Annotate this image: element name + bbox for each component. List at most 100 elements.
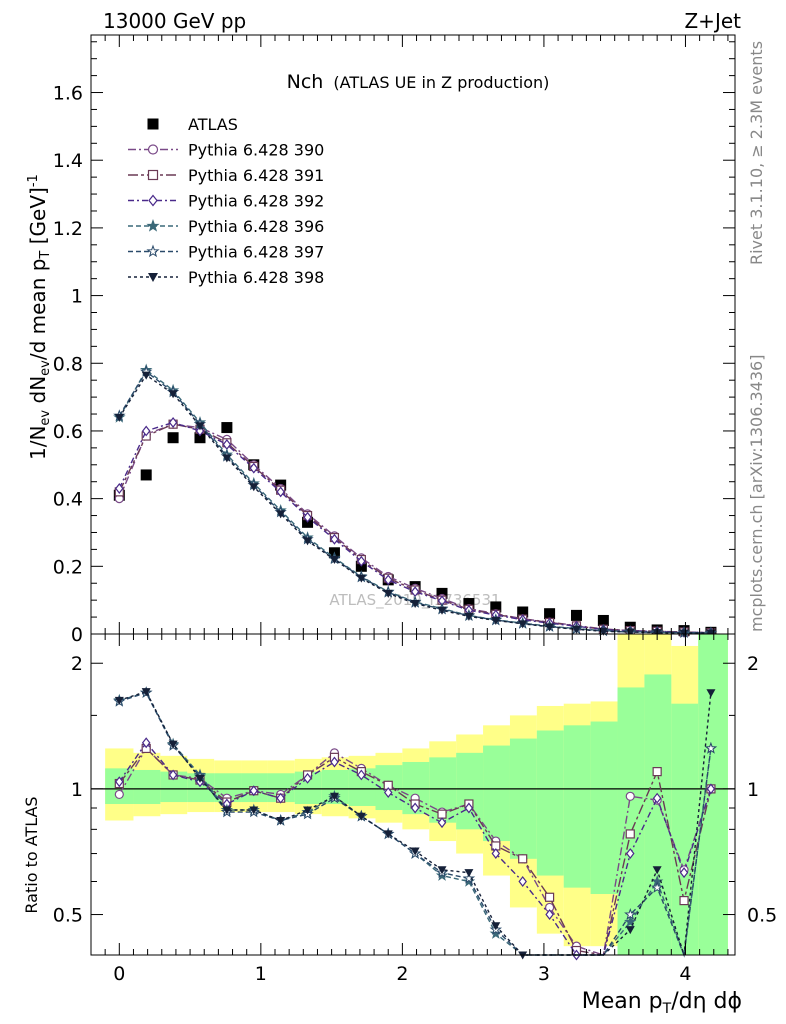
series-pythia-6-428-397 <box>113 365 718 639</box>
data-point <box>436 587 448 599</box>
data-point <box>652 767 662 777</box>
data-point <box>597 614 609 626</box>
x-tick-label: 0 <box>113 963 125 985</box>
plot-frame <box>90 633 736 956</box>
data-point <box>147 118 159 130</box>
data-point <box>679 895 689 906</box>
ylabel-part: /d mean p <box>26 259 50 361</box>
legend-entry: Pythia 6.428 397 <box>128 243 324 262</box>
data-point <box>706 629 716 638</box>
data-point <box>276 816 286 825</box>
mcplots-reference-label: mcplots.cern.ch [arXiv:1306.3436] <box>747 355 766 632</box>
band-green <box>133 769 161 805</box>
band-green <box>590 721 618 895</box>
data-point <box>598 627 608 636</box>
data-point <box>147 169 159 181</box>
data-point <box>167 432 179 444</box>
data-point <box>330 756 339 768</box>
data-point <box>383 574 393 586</box>
main-series-group <box>113 363 718 639</box>
data-point <box>706 689 716 698</box>
data-point <box>464 869 474 878</box>
data-point <box>517 606 529 618</box>
series-line <box>118 374 711 634</box>
data-point <box>626 848 635 860</box>
y-tick-label: 0.2 <box>53 556 83 578</box>
data-point <box>570 609 582 621</box>
data-point <box>276 486 285 498</box>
data-point <box>462 871 476 884</box>
data-point <box>356 812 366 821</box>
data-point <box>168 740 178 749</box>
y-tick-label: 2 <box>71 653 83 675</box>
ratio-axes: 0 1 2 3 4 0.5 0.5 1 1 2 2 <box>53 633 777 985</box>
data-point <box>545 909 554 921</box>
legend-entry: Pythia 6.428 398 <box>128 268 324 287</box>
legend-entry: Pythia 6.428 391 <box>128 166 324 185</box>
data-point <box>276 792 285 804</box>
data-point <box>303 511 312 523</box>
y-tick-label-right: 2 <box>747 653 759 675</box>
data-point <box>141 425 151 437</box>
legend-label: Pythia 6.428 391 <box>188 166 324 185</box>
x-tick-label: 2 <box>396 963 408 985</box>
legend-entry: ATLAS <box>147 115 238 134</box>
data-point <box>221 422 233 434</box>
xlabel-part: /dη dϕ <box>671 989 742 1014</box>
data-point <box>491 922 501 931</box>
data-point <box>679 867 689 879</box>
data-point <box>437 817 447 829</box>
y-tick-label: 1.2 <box>53 218 83 240</box>
y-tick-label: 1 <box>71 286 83 308</box>
data-point <box>146 218 160 232</box>
data-point <box>148 273 158 282</box>
data-point <box>679 629 689 638</box>
data-point <box>141 688 151 697</box>
y-tick-label: 1.6 <box>53 83 83 105</box>
data-point <box>437 809 447 819</box>
data-point <box>490 601 502 613</box>
data-point <box>464 612 474 621</box>
data-point <box>625 926 635 935</box>
y-tick-label-right: 0.5 <box>747 905 777 927</box>
data-point <box>147 144 159 155</box>
data-point <box>706 783 716 795</box>
data-point <box>249 483 259 492</box>
xlabel-sub: T <box>662 1001 672 1017</box>
data-point <box>114 696 124 705</box>
data-point <box>651 881 664 893</box>
x-tick-label: 3 <box>538 963 550 985</box>
data-point <box>463 598 475 610</box>
data-point <box>383 830 393 839</box>
data-point <box>652 792 662 804</box>
band-green <box>536 730 564 876</box>
band-green <box>509 738 537 859</box>
data-point <box>141 371 151 380</box>
data-point <box>114 789 124 800</box>
data-point <box>518 876 527 887</box>
data-point <box>195 774 205 783</box>
band-green <box>671 703 699 955</box>
data-point <box>141 737 151 749</box>
data-point <box>625 791 635 801</box>
data-point <box>437 606 447 615</box>
title-sub: (ATLAS UE in Z production) <box>333 73 549 92</box>
main-plot: ATLAS_2019_I1736531 Nch (ATLAS UE in Z p… <box>26 34 736 646</box>
ratio-series-line <box>118 747 712 956</box>
main-axes: 0 0.2 0.4 0.6 0.8 1 1.2 1.4 1.6 <box>53 34 736 646</box>
data-point <box>168 769 178 781</box>
data-point <box>491 616 501 625</box>
band-green <box>483 745 510 842</box>
data-point <box>114 413 124 422</box>
band-green <box>563 725 591 888</box>
data-point <box>148 194 158 207</box>
data-point <box>383 589 393 598</box>
data-point <box>489 927 503 939</box>
data-point <box>518 620 528 629</box>
data-point <box>464 802 474 814</box>
data-point <box>222 454 232 463</box>
legend-label: ATLAS <box>188 115 238 134</box>
ylabel-sup: -1 <box>26 174 41 187</box>
data-point <box>704 741 718 754</box>
